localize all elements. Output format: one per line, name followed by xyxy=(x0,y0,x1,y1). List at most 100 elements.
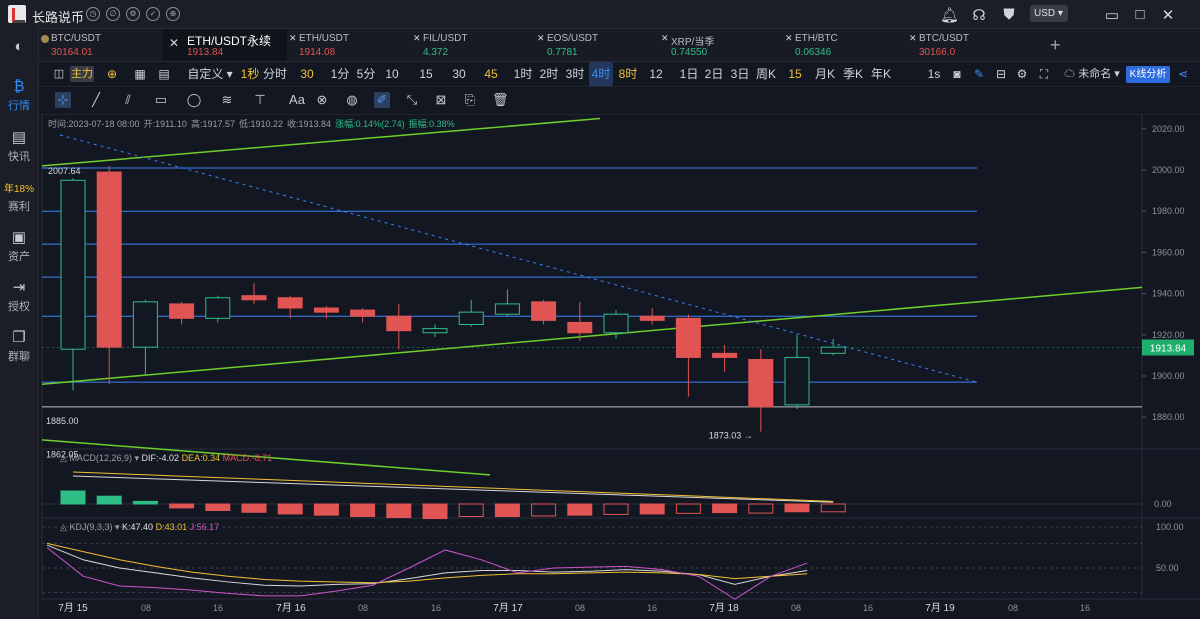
cloud-save[interactable]: ☁ 未命名 ▾ xyxy=(1064,68,1120,80)
sidebar-item-news[interactable]: ▤ 快讯 xyxy=(0,128,38,164)
ticker-tab[interactable]: ✕ EOS/USDT 0.7781 xyxy=(535,29,659,61)
layout-icon[interactable]: ⊟ xyxy=(995,67,1007,81)
mute-icon[interactable]: ∅ xyxy=(106,7,120,21)
kdj-dropdown-icon[interactable]: ▾ xyxy=(114,522,120,532)
sidebar-item-auth[interactable]: ⇥ 授权 xyxy=(0,278,38,314)
candle-body xyxy=(748,359,774,408)
kdj-collapse-icon[interactable]: ◬ xyxy=(60,522,67,532)
fullscreen-icon[interactable]: ⛶ xyxy=(1039,67,1049,81)
ticker-tab[interactable]: ✕ FIL/USDT 4.372 xyxy=(411,29,535,61)
ticker-name: BTC/USDT xyxy=(919,33,969,44)
timeframe-1[interactable]: 分时 xyxy=(263,67,288,81)
kdj-d-line xyxy=(46,542,808,584)
measure-icon[interactable]: ◍ xyxy=(346,92,358,107)
close-tab-icon[interactable]: ✕ xyxy=(289,33,297,43)
sidebar-item-chat[interactable]: ❐ 群聊 xyxy=(0,328,38,364)
close-tab-icon[interactable]: ✕ xyxy=(661,33,669,43)
timeframe-3[interactable]: 1分 xyxy=(330,67,350,81)
copy-icon[interactable]: ⎘ xyxy=(464,92,476,107)
crosshair-icon[interactable]: ⊹ xyxy=(55,92,71,108)
ticker-tab[interactable]: ✕ ETH/USDT永续 1913.84 xyxy=(163,29,287,61)
close-tab-icon[interactable]: ✕ xyxy=(537,33,545,43)
settings-icon[interactable]: ⚙ xyxy=(1016,67,1028,81)
ticker-tab[interactable]: ✕ BTC/USDT 30166.0 xyxy=(907,29,1031,61)
trendline-icon[interactable]: ╱ xyxy=(92,92,100,107)
magnet-icon[interactable]: ⊗ xyxy=(316,92,328,107)
sidebar-item-earn[interactable]: 年18% 赛利 xyxy=(0,180,38,214)
refresh-interval[interactable]: 1s xyxy=(927,67,941,81)
timeframe-15[interactable]: 1日 xyxy=(679,67,699,81)
macd-bar xyxy=(313,503,339,516)
wave-icon[interactable]: ≋ xyxy=(221,92,233,107)
headset-icon[interactable]: ☊ xyxy=(972,7,986,24)
text-icon[interactable]: Aa xyxy=(289,92,305,107)
x-tick-label: 08 xyxy=(1008,603,1018,613)
timeframe-17[interactable]: 3日 xyxy=(730,67,750,81)
macd-collapse-icon[interactable]: ◬ xyxy=(60,453,67,463)
maximize-icon[interactable]: □ xyxy=(1135,6,1145,23)
close-tab-icon[interactable]: ✕ xyxy=(909,33,917,43)
timeframe-4[interactable]: 5分 xyxy=(356,67,376,81)
timeframe-9[interactable]: 1时 xyxy=(513,67,533,81)
minimize-icon[interactable]: ▭ xyxy=(1104,7,1120,24)
sidebar-logo[interactable]: ◐ xyxy=(0,38,38,57)
timeframe-20[interactable]: 月K xyxy=(814,67,835,81)
shirt-icon[interactable]: ⛊ xyxy=(1003,6,1015,23)
currency-select[interactable]: USD ▾ xyxy=(1030,5,1068,22)
fib-icon[interactable]: ⊤ xyxy=(254,92,266,107)
calendar-icon[interactable]: ▦ xyxy=(134,67,146,81)
ticker-tab[interactable]: ✕ XRP/当季 0.74550 xyxy=(659,29,783,61)
timeframe-13[interactable]: 8时 xyxy=(618,67,638,81)
lock-icon[interactable]: ⊠ xyxy=(435,92,447,107)
indicator-icon[interactable]: ⊕ xyxy=(106,67,118,81)
camera-icon[interactable]: ◙ xyxy=(953,67,961,81)
check-icon[interactable]: ✓ xyxy=(146,7,160,21)
macd-dropdown-icon[interactable]: ▾ xyxy=(134,453,140,463)
ticker-tab[interactable]: BTC/USDT 30164.01 xyxy=(39,29,163,61)
ticker-tab[interactable]: ✕ ETH/USDT 1914.08 xyxy=(287,29,411,61)
add-tab-icon[interactable]: + xyxy=(1050,35,1061,55)
timeframe-21[interactable]: 季K xyxy=(842,67,863,81)
timeframe-18[interactable]: 周K xyxy=(755,67,776,81)
globe-icon[interactable]: ⊕ xyxy=(166,7,180,21)
bottom-mark-label: 1862.05 xyxy=(46,449,79,459)
timeframe-0[interactable]: 1秒 xyxy=(240,67,260,81)
chart-type-icon[interactable]: ◫ xyxy=(53,68,65,80)
sidebar-item-label: 群聊 xyxy=(8,351,30,363)
close-tab-icon[interactable]: ✕ xyxy=(785,33,793,43)
timeframe-22[interactable]: 年K xyxy=(870,67,891,81)
title-bar xyxy=(0,0,1200,29)
kline-analysis-button[interactable]: K线分析 xyxy=(1126,66,1170,83)
parallel-channel-icon[interactable]: ⫽ xyxy=(125,92,131,107)
ellipse-icon[interactable]: ◯ xyxy=(186,92,202,107)
macd-bar xyxy=(675,503,701,514)
ticker-name: ETH/BTC xyxy=(795,33,838,44)
path-icon[interactable]: ⤡ xyxy=(406,92,418,107)
candle-body xyxy=(639,315,665,321)
bell-icon[interactable]: 🔔︎ xyxy=(940,7,960,24)
rectangle-icon[interactable]: ▭ xyxy=(154,92,168,107)
sidebar-item-assets[interactable]: ▣ 资产 xyxy=(0,228,38,264)
high-mark-label: 2007.64 xyxy=(48,166,81,176)
timeframe-10[interactable]: 2时 xyxy=(539,67,559,81)
close-tab-icon[interactable]: ✕ xyxy=(169,36,180,50)
close-tab-icon[interactable]: ✕ xyxy=(413,33,421,43)
timeframe-12[interactable]: 4时 xyxy=(589,62,613,86)
sidebar-item-market[interactable]: ₿ 行情 xyxy=(0,78,38,113)
share-icon[interactable]: ⋖ xyxy=(1177,67,1189,81)
pencil-icon[interactable]: ✐ xyxy=(374,92,390,108)
wallet-icon: ▣ xyxy=(11,229,27,246)
clock-icon[interactable]: ◷ xyxy=(86,7,100,21)
ticker-tab[interactable]: ✕ ETH/BTC 0.06346 xyxy=(783,29,907,61)
main-indicator-button[interactable]: 主力 xyxy=(70,66,94,82)
close-icon[interactable]: ✕ xyxy=(1161,7,1175,24)
delete-icon[interactable]: 🗑︎ xyxy=(492,92,509,107)
sidebar-item-label: 赛利 xyxy=(8,201,30,213)
gear-badge-icon[interactable]: ⚙ xyxy=(126,7,140,21)
custom-timeframe-select[interactable]: 自定义 ▾ xyxy=(187,67,233,81)
timeframe-16[interactable]: 2日 xyxy=(704,67,724,81)
draw-pencil-icon[interactable]: ✎ xyxy=(973,67,985,81)
template-icon[interactable]: ▤ xyxy=(158,67,170,81)
timeframe-11[interactable]: 3时 xyxy=(565,67,585,81)
